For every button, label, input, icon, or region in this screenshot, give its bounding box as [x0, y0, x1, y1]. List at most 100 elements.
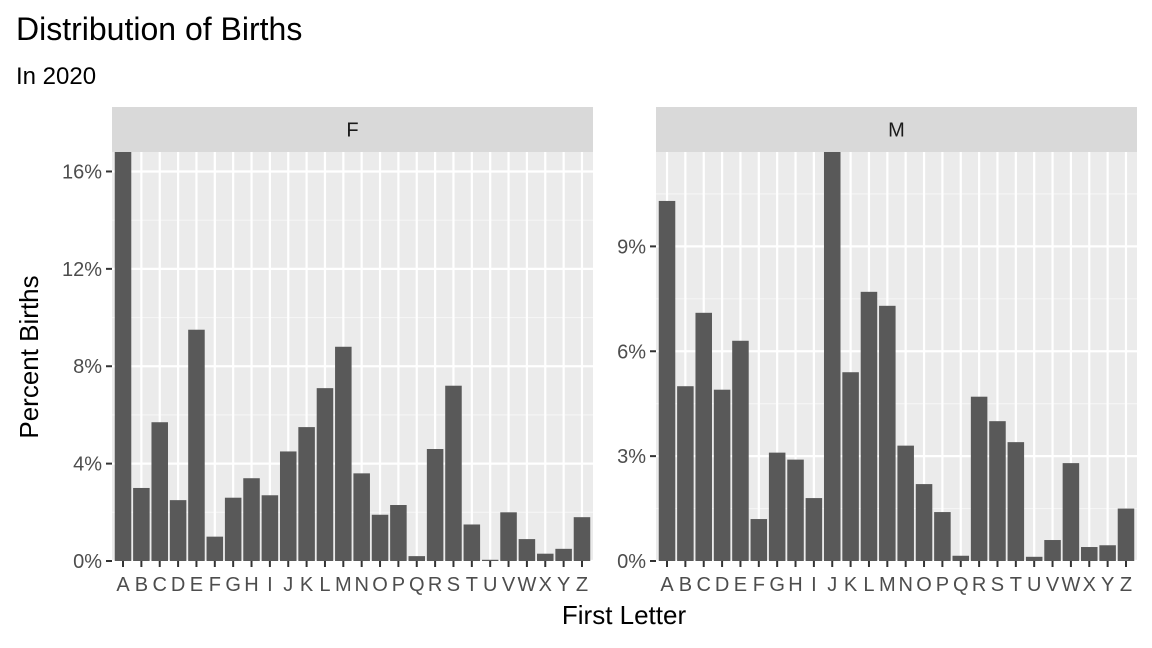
facet-strip — [656, 107, 1137, 152]
x-tick-label: H — [788, 574, 802, 596]
x-tick-label: U — [1027, 574, 1041, 596]
x-tick-label: D — [171, 574, 185, 596]
facet-strip — [112, 107, 593, 152]
y-tick-label: 3% — [617, 446, 646, 468]
bar-r — [426, 449, 444, 561]
panel-background — [112, 152, 593, 561]
facets-layer: 0%4%8%12%16%A B C D E F G H I J K L M N O P Q R S T U V W X Y ZF0… — [62, 107, 1137, 596]
x-tick-label: F — [753, 574, 765, 596]
bar-o — [371, 514, 389, 561]
bar-k — [842, 372, 859, 561]
bar-r — [970, 396, 988, 561]
x-tick-label: M — [879, 574, 896, 596]
x-tick-label: A — [660, 574, 674, 596]
bar-n — [353, 473, 370, 561]
bar-a — [114, 152, 132, 561]
x-tick-label: D — [715, 574, 729, 596]
x-tick-label: Y — [557, 574, 570, 596]
y-tick-label: 4% — [73, 454, 102, 476]
x-tick-label: J — [827, 574, 837, 596]
bar-k — [298, 427, 315, 561]
bar-y — [1099, 545, 1116, 561]
bar-o — [915, 484, 933, 561]
bar-w — [1062, 463, 1080, 561]
bar-g — [768, 452, 786, 561]
y-tick-label: 0% — [617, 551, 646, 573]
x-tick-label: C — [153, 574, 167, 596]
y-tick-label: 12% — [62, 259, 102, 281]
x-tick-label: T — [1010, 574, 1022, 596]
x-tick-label: Q — [953, 574, 969, 596]
bar-v — [1044, 540, 1061, 561]
bar-i — [805, 498, 823, 561]
x-tick-label: N — [354, 574, 368, 596]
bar-e — [732, 340, 749, 561]
x-tick-label: P — [392, 574, 405, 596]
x-tick-label: W — [1061, 574, 1080, 596]
bar-q — [952, 555, 970, 561]
bar-x — [1081, 547, 1098, 561]
bar-p — [390, 505, 407, 561]
bar-q — [408, 556, 426, 561]
x-tick-label: W — [517, 574, 536, 596]
facet-strip-label: F — [346, 120, 358, 142]
x-tick-label: U — [483, 574, 497, 596]
x-tick-label: G — [225, 574, 241, 596]
bar-t — [1007, 442, 1025, 561]
bar-u — [481, 559, 499, 561]
bar-t — [463, 524, 481, 561]
x-tick-label: R — [428, 574, 442, 596]
x-tick-label: G — [769, 574, 785, 596]
bar-a — [658, 200, 676, 561]
facet-m: 0%3%6%9%A B C D E F G H I J K L M N O P Q R S T U V W X Y ZM — [617, 107, 1137, 596]
bar-m — [879, 305, 896, 561]
x-tick-label: I — [811, 574, 817, 596]
y-tick-label: 9% — [617, 236, 646, 258]
bar-l — [316, 388, 334, 561]
facet-strip-label: M — [888, 120, 905, 142]
x-tick-label: B — [135, 574, 148, 596]
bar-l — [860, 291, 878, 561]
bar-f — [206, 536, 224, 561]
bar-x — [537, 553, 554, 561]
bar-j — [823, 152, 841, 561]
bar-g — [224, 497, 242, 561]
x-tick-label: O — [372, 574, 388, 596]
x-tick-label: O — [916, 574, 932, 596]
x-tick-label: K — [300, 574, 314, 596]
x-tick-label: B — [679, 574, 692, 596]
x-tick-label: Z — [576, 574, 588, 596]
bar-j — [279, 451, 297, 561]
bar-s — [445, 385, 462, 561]
x-tick-label: T — [466, 574, 478, 596]
bar-e — [188, 329, 205, 561]
bar-y — [555, 548, 572, 561]
x-tick-label: X — [539, 574, 552, 596]
x-tick-label: V — [1046, 574, 1060, 596]
y-axis-title: Percent Births — [14, 275, 44, 438]
x-tick-label: V — [502, 574, 516, 596]
y-tick-label: 16% — [62, 161, 102, 183]
x-tick-label: Z — [1120, 574, 1132, 596]
x-axis-title: First Letter — [562, 600, 687, 630]
bar-s — [989, 421, 1006, 561]
bar-w — [518, 539, 536, 561]
bar-z — [1117, 508, 1135, 561]
chart-title: Distribution of Births — [16, 11, 302, 47]
bar-d — [169, 500, 187, 561]
chart-subtitle: In 2020 — [16, 63, 96, 90]
x-tick-label: S — [991, 574, 1004, 596]
x-tick-label: Q — [409, 574, 425, 596]
x-tick-label: X — [1083, 574, 1096, 596]
bar-h — [243, 478, 260, 561]
bar-b — [133, 487, 150, 561]
bar-i — [261, 495, 279, 561]
y-tick-label: 0% — [73, 551, 102, 573]
x-tick-label: L — [863, 574, 874, 596]
bar-f — [750, 519, 768, 561]
bar-n — [897, 445, 914, 561]
x-tick-label: S — [447, 574, 460, 596]
bar-c — [695, 312, 712, 561]
x-tick-label: I — [267, 574, 273, 596]
